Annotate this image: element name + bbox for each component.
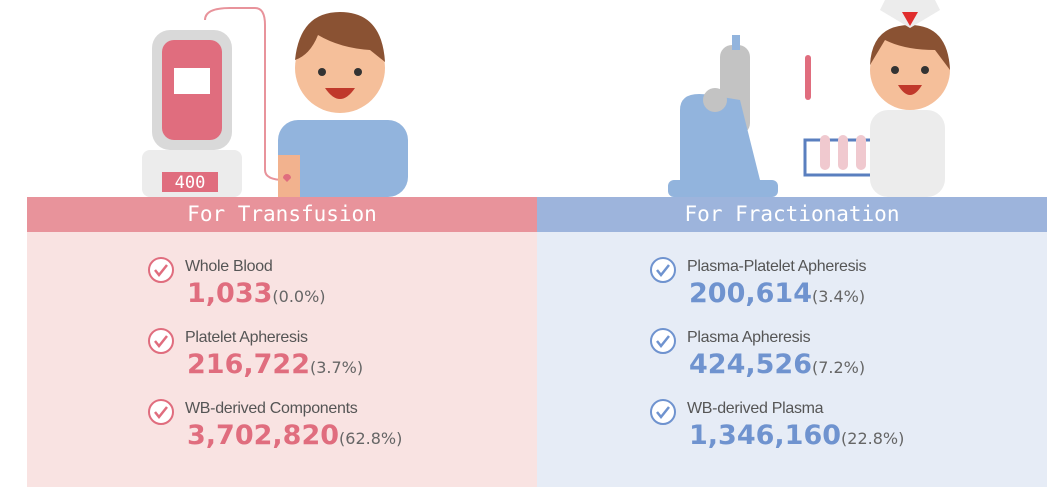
item-percent: (3.4%) [812,287,865,306]
item-figure: 424,526(7.2%) [689,349,865,380]
illustrations: 400 [0,0,1052,197]
item-name: Plasma-Platelet Apheresis [687,258,866,276]
item-percent: (62.8%) [339,429,402,448]
blood-donor-illustration: 400 [142,8,408,197]
item-percent: (3.7%) [310,358,363,377]
stat-item: WB-derived Plasma 1,346,160(22.8%) [649,400,904,451]
item-figure: 216,722(3.7%) [187,349,363,380]
panel-body: Whole Blood 1,033(0.0%) Platelet Apheresis… [27,232,537,487]
stat-item: Plasma-Platelet Apheresis 200,614(3.4%) [649,258,866,309]
fractionation-illustration [668,0,950,197]
stat-item: Platelet Apheresis 216,722(3.7%) [147,329,363,380]
item-value: 424,526 [689,349,812,380]
item-percent: (7.2%) [812,358,865,377]
item-name: Whole Blood [185,258,326,276]
item-name: Plasma Apheresis [687,329,865,347]
item-name: WB-derived Plasma [687,400,904,418]
check-icon [147,398,175,426]
panel: For Fractionation Plasma-Platelet Apheres… [537,197,1047,487]
check-icon [649,398,677,426]
item-value: 3,702,820 [187,420,339,451]
check-icon [147,256,175,284]
item-value: 1,346,160 [689,420,841,451]
stat-item: Whole Blood 1,033(0.0%) [147,258,326,309]
item-figure: 1,346,160(22.8%) [689,420,904,451]
item-value: 216,722 [187,349,310,380]
check-icon [649,256,677,284]
panel: For Transfusion Whole Blood 1,033(0.0%) Pla… [27,197,537,487]
infographic: 400 For TransfusionWh [0,0,1052,487]
item-name: Platelet Apheresis [185,329,363,347]
check-icon [649,327,677,355]
check-icon [147,327,175,355]
item-figure: 1,033(0.0%) [187,278,326,309]
item-value: 200,614 [689,278,812,309]
item-figure: 3,702,820(62.8%) [187,420,402,451]
item-percent: (22.8%) [841,429,904,448]
scale-label: 400 [175,173,206,193]
panel-title: For Fractionation [537,197,1047,232]
item-percent: (0.0%) [272,287,325,306]
item-value: 1,033 [187,278,272,309]
stat-item: Plasma Apheresis 424,526(7.2%) [649,329,865,380]
item-figure: 200,614(3.4%) [689,278,866,309]
panel-title: For Transfusion [27,197,537,232]
stat-item: WB-derived Components 3,702,820(62.8%) [147,400,402,451]
item-name: WB-derived Components [185,400,402,418]
